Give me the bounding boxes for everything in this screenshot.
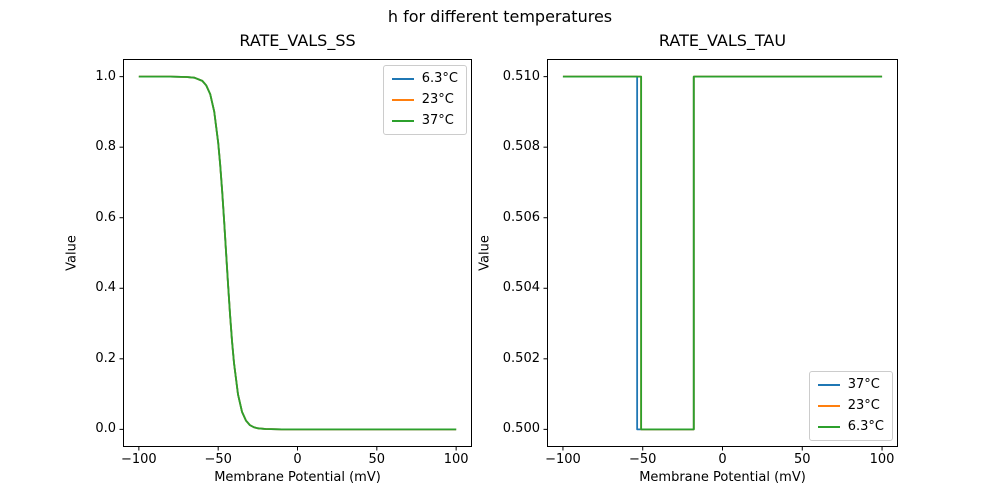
y-tick-label: 0.0 [95,421,116,437]
y-tick-label: 0.510 [502,68,540,84]
legend-label: 6.3°C [421,71,458,86]
plot-canvas-ss [119,59,472,451]
legend-entry: 37°C [817,377,884,393]
x-tick-label: 50 [793,452,811,467]
x-tick-label: −100 [545,452,581,467]
x-axis-label-ss: Membrane Potential (mV) [214,470,381,485]
x-tick-label: 100 [869,452,895,467]
legend-line-swatch [391,119,414,123]
subplot-rate-vals-ss: RATE_VALS_SS Membrane Potential (mV) Val… [65,31,472,485]
y-tick-label: 0.6 [95,209,116,225]
legend-entry: 6.3°C [817,419,884,435]
subplot-rate-vals-tau: RATE_VALS_TAU Membrane Potential (mV) Va… [478,31,898,485]
y-tick-label: 1.0 [95,68,116,84]
x-tick-label: 0 [293,452,302,467]
y-axis-label-tau: Value [477,235,493,271]
legend-entry: 23°C [391,92,458,108]
legend-entry: 6.3°C [391,71,458,87]
legend-label: 37°C [421,113,454,128]
x-tick-label: −50 [629,452,657,467]
x-tick-label: 0 [718,452,727,467]
axes-spines [123,59,472,447]
y-tick-label: 0.506 [502,209,540,225]
y-tick-label: 0.508 [502,139,540,155]
x-axis-label-tau: Membrane Potential (mV) [639,470,806,485]
subplot-title-ss: RATE_VALS_SS [239,31,356,50]
legend-line-swatch [391,98,414,102]
series-line [562,75,883,431]
y-tick-label: 0.8 [95,139,116,155]
y-tick-label: 0.500 [502,421,540,437]
x-tick-label: −50 [204,452,232,467]
legend-label: 23°C [847,398,880,413]
subplot-title-tau: RATE_VALS_TAU [658,31,787,50]
legend-line-swatch [391,77,414,81]
x-tick-label: 100 [443,452,469,467]
legend-label: 6.3°C [847,419,884,434]
series-line [138,75,457,431]
y-tick-label: 0.2 [95,350,116,366]
x-tick-label: 50 [368,452,386,467]
legend-entry: 37°C [391,113,458,129]
plot-canvas-tau [543,59,898,451]
legend-entry: 23°C [817,398,884,414]
axes-spines [547,59,898,447]
legend-line-swatch [817,425,840,429]
y-tick-label: 0.4 [95,280,116,296]
legend-line-swatch [817,404,840,408]
figure-title: h for different temperatures [387,7,613,26]
y-tick-label: 0.504 [502,280,540,296]
legend-line-swatch [817,383,840,387]
y-tick-label: 0.502 [502,350,540,366]
x-tick-label: −100 [121,452,157,467]
legend-label: 23°C [421,92,454,107]
legend-tau: 37°C 23°C 6.3°C [808,371,893,441]
legend-label: 37°C [847,377,880,392]
legend-ss: 6.3°C 23°C 37°C [382,65,467,135]
y-axis-label-ss: Value [64,235,80,271]
